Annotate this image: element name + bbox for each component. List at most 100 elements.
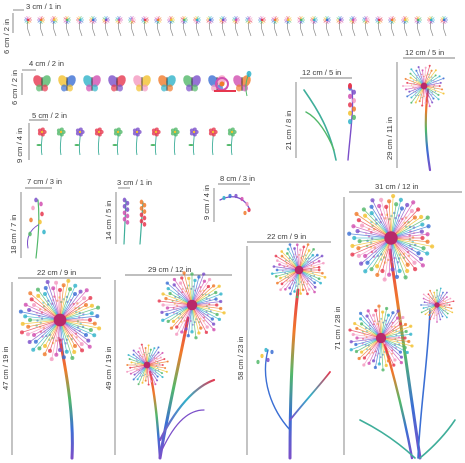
cluster-width-label: 31 cm / 12 in — [375, 182, 418, 191]
snail-icon — [214, 77, 236, 92]
mini-dandelion — [310, 16, 318, 37]
mini-dandelion — [102, 16, 110, 37]
mini-dandelion — [63, 16, 71, 37]
row-mini-dandelions — [24, 16, 448, 37]
dandelion-head — [126, 343, 169, 386]
lupin-buds — [122, 197, 147, 227]
tall-dandelion-sticker — [256, 243, 331, 460]
mini-dandelion — [180, 16, 188, 37]
small-flower-icon — [112, 127, 123, 156]
mini-dandelion — [401, 16, 409, 37]
butterfly-icon — [58, 75, 76, 92]
double-dandelion-sticker — [126, 271, 226, 460]
mini-dandelion — [76, 16, 84, 37]
row2-height-label: 6 cm / 2 in — [10, 70, 19, 105]
lavender-buds — [348, 83, 356, 125]
sprig-width-label: 8 cm / 3 in — [220, 174, 255, 183]
double-height-label: 49 cm / 19 in — [104, 347, 113, 390]
mini-dandelion — [193, 16, 201, 37]
lupin-sticker — [122, 197, 147, 245]
sprig-sticker — [219, 193, 251, 216]
small-flower-icon — [94, 127, 104, 156]
dandelion-small-height-label: 29 cm / 11 in — [385, 117, 394, 160]
big-dandelion-left — [18, 278, 102, 460]
wildflower-sticker — [27, 197, 46, 259]
cluster-height-label: 71 cm / 28 in — [333, 307, 342, 350]
butterfly-icon — [183, 75, 201, 92]
mini-dandelion — [89, 16, 97, 37]
mini-dandelion — [128, 16, 136, 37]
row1-height-label: 6 cm / 2 in — [2, 19, 11, 54]
small-flower-icon — [150, 127, 161, 156]
mini-dandelion — [349, 16, 357, 37]
butterfly-icon — [108, 75, 126, 92]
dandelion-head — [270, 243, 327, 299]
leaf-buds — [256, 347, 274, 365]
small-flower-icon — [132, 127, 142, 156]
sprig-buds — [222, 193, 251, 216]
mini-dandelion — [37, 16, 45, 37]
wildflower-width-label: 7 cm / 3 in — [27, 177, 62, 186]
lupin-width-label: 3 cm / 1 in — [117, 178, 152, 187]
mini-dandelion — [245, 16, 253, 37]
sprig-height-label: 9 cm / 4 in — [202, 185, 211, 220]
cluster-dandelion-sticker — [347, 193, 456, 460]
mini-dandelion — [271, 16, 279, 37]
mini-dandelion — [206, 16, 214, 37]
row2-width-label: 4 cm / 2 in — [29, 59, 64, 68]
row-small-flowers — [36, 127, 237, 156]
butterfly-icon — [133, 75, 151, 92]
mini-dandelion — [167, 16, 175, 37]
mini-dandelion — [375, 16, 383, 37]
mini-dandelion — [50, 16, 58, 37]
dandelion-head — [420, 287, 455, 323]
small-flower-icon — [56, 127, 66, 156]
mini-dandelion — [414, 16, 422, 37]
mini-dandelion — [427, 16, 435, 37]
small-flower-icon — [74, 127, 85, 156]
butterfly-icon — [158, 75, 176, 92]
mini-dandelion — [297, 16, 305, 37]
dandelion-head — [348, 304, 414, 372]
mini-dandelion — [141, 16, 149, 37]
tall-width-label: 22 cm / 9 in — [267, 232, 306, 241]
row-butterflies — [33, 70, 252, 97]
big-left-width-label: 22 cm / 9 in — [37, 268, 76, 277]
mini-dandelion — [388, 16, 396, 37]
dandelion-small-width-label: 12 cm / 5 in — [405, 48, 444, 57]
mini-dandelion — [362, 16, 370, 37]
small-flower-icon — [36, 127, 47, 156]
big-left-height-label: 47 cm / 19 in — [1, 347, 10, 390]
mini-dandelion — [258, 16, 266, 37]
small-flower-icon — [170, 127, 180, 156]
butterfly-icon — [83, 75, 101, 92]
mini-dandelion — [154, 16, 162, 37]
row3-height-label: 9 cm / 4 in — [15, 128, 24, 163]
mini-dandelion — [24, 16, 32, 37]
dandelion-head — [18, 278, 102, 362]
wildflower-buds — [28, 197, 46, 237]
butterfly-icon — [233, 75, 251, 92]
small-flower-icon — [226, 127, 237, 156]
dandelion-head — [401, 64, 445, 108]
double-width-label: 29 cm / 12 in — [148, 265, 191, 274]
dimension-lines — [11, 9, 462, 455]
butterfly-icon — [33, 75, 51, 92]
dandelion-head — [157, 271, 226, 340]
row3-width-label: 5 cm / 2 in — [32, 111, 67, 120]
lupin-height-label: 14 cm / 5 in — [104, 201, 113, 240]
lavender-sticker — [303, 83, 356, 161]
row1-width-label: 3 cm / 1 in — [26, 2, 61, 11]
mini-dandelion — [323, 16, 331, 37]
dandelion-small-sticker — [401, 64, 445, 172]
tall-height-label: 58 cm / 23 in — [236, 337, 245, 380]
mini-dandelion — [336, 16, 344, 37]
mini-dandelion — [232, 16, 240, 37]
small-flower-icon — [245, 70, 252, 97]
small-flower-icon — [188, 127, 199, 156]
mini-dandelion — [219, 16, 227, 37]
small-flower-icon — [208, 127, 218, 156]
lavender-width-label: 12 cm / 5 in — [302, 68, 341, 77]
mini-dandelion — [440, 16, 448, 37]
